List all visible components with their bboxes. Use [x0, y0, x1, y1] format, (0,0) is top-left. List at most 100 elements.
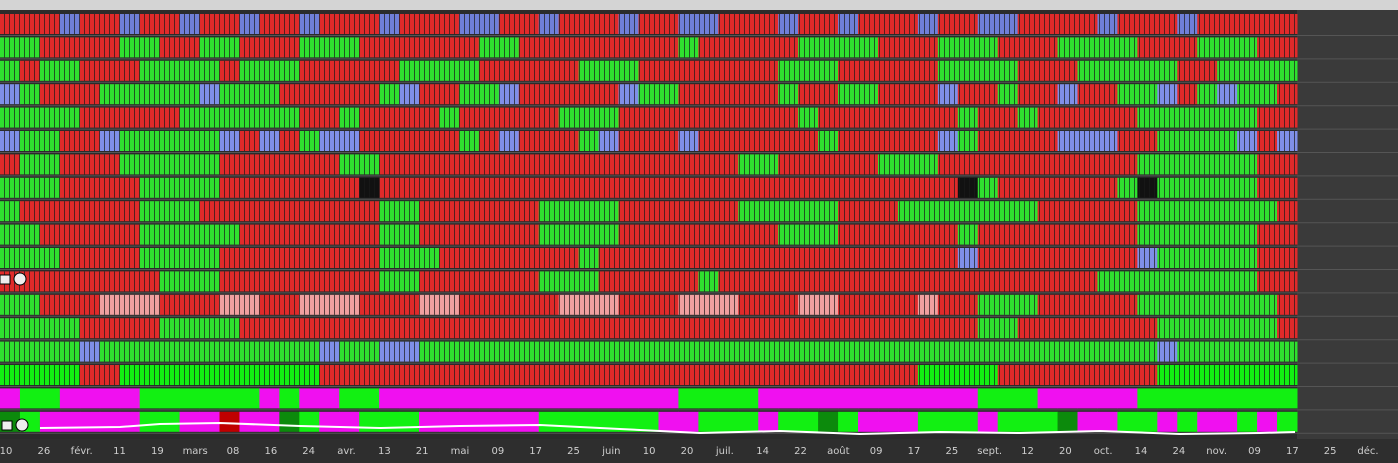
stripe-overlay [0, 341, 1297, 362]
axis-label: mars [183, 446, 208, 457]
cell [917, 411, 939, 432]
cell [59, 388, 81, 409]
axis-label: 20 [681, 446, 694, 457]
axis-label: 24 [302, 446, 315, 457]
stripe-overlay [0, 14, 1297, 34]
axis-label: déc. [1357, 445, 1378, 457]
stripe-overlay [0, 107, 1297, 128]
cell [1157, 411, 1178, 432]
cell [638, 411, 659, 432]
cell [399, 388, 420, 409]
cell [419, 388, 440, 409]
cell [1137, 388, 1158, 409]
axis-label: 21 [416, 446, 429, 457]
axis-label: 10 [0, 446, 12, 457]
cell [199, 388, 220, 409]
cell [1197, 411, 1218, 432]
panel-button[interactable] [0, 274, 11, 285]
cell [538, 388, 560, 409]
axis-label: 26 [37, 446, 50, 457]
axis-label: 12 [1021, 446, 1034, 457]
cell [1057, 388, 1079, 409]
cell [279, 411, 300, 432]
cell [937, 388, 959, 409]
cell [778, 388, 799, 409]
cell [119, 411, 141, 432]
stripe-overlay [0, 201, 1297, 222]
cell [618, 411, 640, 432]
cell [1137, 411, 1158, 432]
cell [419, 411, 440, 432]
cell [1017, 411, 1039, 432]
cell [319, 411, 340, 432]
cell [498, 411, 520, 432]
cell [299, 388, 320, 409]
axis-label: févr. [71, 445, 93, 457]
cell [79, 411, 101, 432]
cell [79, 388, 101, 409]
axis-label: oct. [1094, 446, 1113, 457]
cell [818, 388, 839, 409]
cell [458, 388, 480, 409]
cell [638, 388, 659, 409]
rows [0, 14, 1398, 434]
axis-label: 22 [794, 446, 807, 457]
cell [99, 411, 121, 432]
close-button[interactable] [15, 418, 29, 432]
cell [1217, 388, 1238, 409]
axis-label: 10 [643, 446, 656, 457]
cell [858, 388, 879, 409]
axis-label: juin [601, 446, 620, 457]
cell [997, 411, 1019, 432]
close-button[interactable] [13, 272, 27, 286]
cell [1257, 388, 1278, 409]
cell [658, 411, 679, 432]
cell [139, 411, 161, 432]
cell [1117, 411, 1138, 432]
top-bar [0, 0, 1398, 10]
cell [858, 411, 879, 432]
cell [219, 388, 240, 409]
cell [818, 411, 839, 432]
stripe-overlay [0, 37, 1297, 58]
cell [678, 411, 699, 432]
stripe-overlay [0, 177, 1297, 198]
cell [99, 388, 121, 409]
cell [299, 411, 320, 432]
axis-label: sept. [977, 446, 1002, 457]
right-margin [1297, 10, 1398, 440]
cell [59, 411, 81, 432]
cell [39, 388, 61, 409]
stripe-overlay [0, 294, 1297, 315]
panel-controls[interactable] [0, 272, 29, 432]
cell [838, 388, 859, 409]
cell [758, 388, 779, 409]
cell [1017, 388, 1039, 409]
stripe-overlay [0, 271, 1297, 292]
stripe-overlay [0, 60, 1297, 81]
axis-label: 25 [567, 446, 580, 457]
cell [1117, 388, 1138, 409]
stripe-overlay [0, 131, 1297, 151]
cell [159, 411, 181, 432]
panel-button[interactable] [1, 420, 13, 431]
cell [718, 388, 739, 409]
cell [259, 388, 280, 409]
axis-label: avr. [337, 446, 355, 457]
axis-label: 08 [227, 446, 240, 457]
cell [179, 388, 201, 409]
axis-label: 25 [945, 446, 958, 457]
stripe-overlay [0, 224, 1297, 245]
axis-label: 16 [264, 446, 277, 457]
axis-label: 09 [870, 446, 883, 457]
cell [957, 411, 979, 432]
axis-label: 14 [756, 446, 769, 457]
cell [39, 411, 61, 432]
cell [538, 411, 560, 432]
cell [1217, 411, 1238, 432]
cell [1077, 388, 1098, 409]
cell [558, 388, 580, 409]
axis-label: 09 [1248, 446, 1261, 457]
cell [0, 388, 21, 409]
